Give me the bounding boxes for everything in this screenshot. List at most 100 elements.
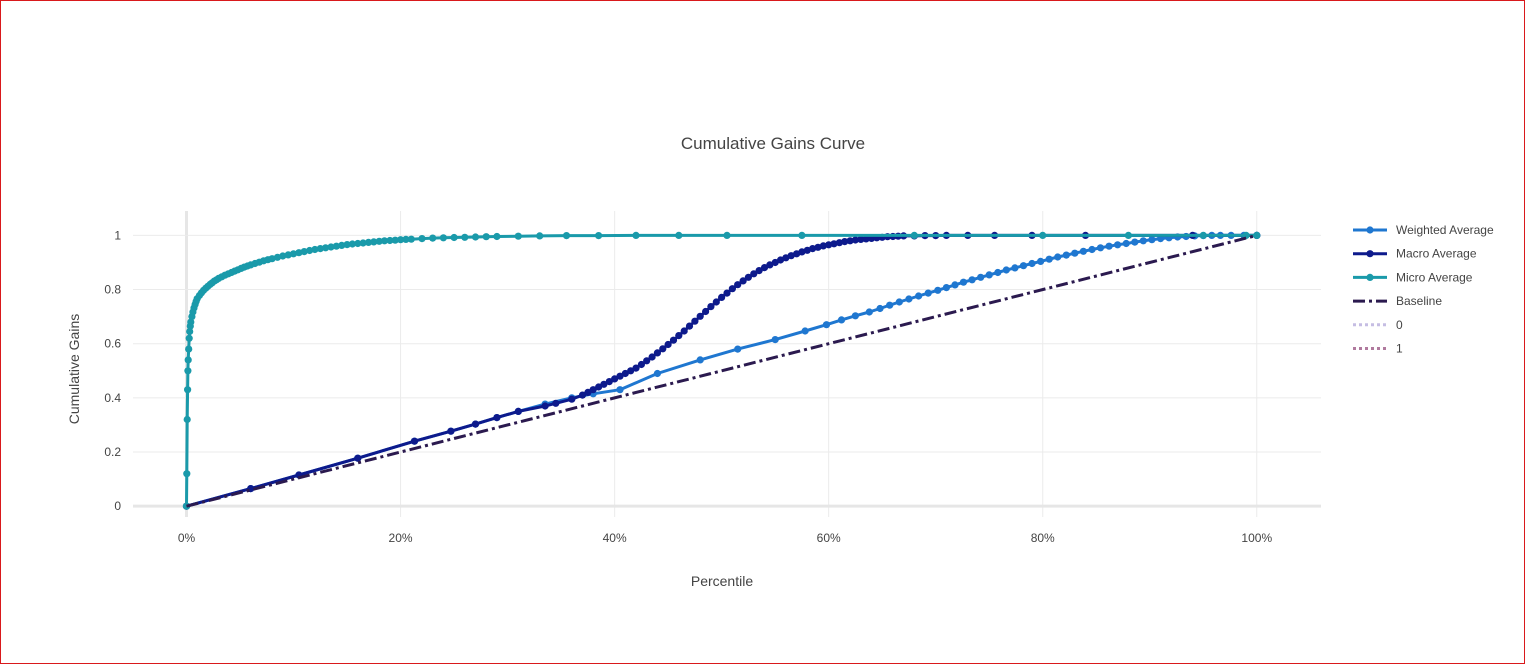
series-point-micro-average xyxy=(391,236,399,244)
series-point-weighted-average xyxy=(876,304,884,313)
series-point-weighted-average xyxy=(951,281,959,289)
series-point-micro-average xyxy=(184,367,192,375)
series-point-macro-average xyxy=(643,357,651,365)
legend-item-weighted-average[interactable]: Weighted Average xyxy=(1353,223,1494,237)
series-point-micro-average xyxy=(354,239,362,248)
legend-label: Micro Average xyxy=(1396,270,1473,284)
series-point-micro-average xyxy=(429,234,437,242)
series-point-macro-average xyxy=(664,340,672,349)
series-point-micro-average xyxy=(184,386,192,394)
legend-label: Baseline xyxy=(1396,294,1442,308)
series-point-micro-average xyxy=(300,248,308,256)
series-point-micro-average xyxy=(322,244,330,252)
series-point-macro-average xyxy=(552,399,560,407)
series-point-macro-average xyxy=(611,375,619,383)
series-point-macro-average xyxy=(685,322,694,330)
series-point-micro-average xyxy=(1124,231,1132,239)
series-point-weighted-average xyxy=(915,292,923,300)
series-point-micro-average xyxy=(364,238,373,246)
legend-label: 0 xyxy=(1396,318,1403,332)
series-point-weighted-average xyxy=(1045,255,1053,263)
series-point-micro-average xyxy=(289,250,298,258)
series-point-weighted-average xyxy=(934,286,942,294)
series-point-macro-average xyxy=(744,273,753,281)
series-point-macro-average xyxy=(659,345,667,353)
series-point-micro-average xyxy=(632,231,640,239)
series-point-macro-average xyxy=(734,281,742,289)
series-point-weighted-average xyxy=(1122,239,1130,248)
series-point-weighted-average xyxy=(1071,249,1079,257)
series-point-weighted-average xyxy=(653,369,662,378)
series-point-macro-average xyxy=(616,372,624,380)
series-point-macro-average xyxy=(627,367,635,375)
series-point-weighted-average xyxy=(696,356,704,364)
series-point-micro-average xyxy=(562,232,571,240)
series-point-micro-average xyxy=(186,327,194,336)
series-point-micro-average xyxy=(471,233,480,241)
series-point-weighted-average xyxy=(1002,266,1010,274)
series-point-micro-average xyxy=(1199,231,1207,239)
x-tick-label: 60% xyxy=(817,531,841,545)
legend-item-0[interactable]: 0 xyxy=(1353,318,1403,332)
y-tick-label: 0.2 xyxy=(104,445,121,459)
series-point-macro-average xyxy=(830,240,838,248)
series-point-micro-average xyxy=(482,233,490,241)
series-point-weighted-average xyxy=(1019,262,1028,270)
chart-title: Cumulative Gains Curve xyxy=(681,134,865,153)
series-point-macro-average xyxy=(354,454,362,462)
series-line-baseline xyxy=(186,233,1258,508)
legend-item-macro-average[interactable]: Macro Average xyxy=(1353,247,1477,261)
series-point-macro-average xyxy=(471,420,480,428)
series-point-micro-average xyxy=(316,245,324,253)
series-point-macro-average xyxy=(707,303,715,311)
legend-label: Macro Average xyxy=(1396,247,1477,261)
grid-layer xyxy=(133,211,1321,517)
series-point-micro-average xyxy=(910,231,918,239)
series-point-macro-average xyxy=(637,360,646,369)
series-point-micro-average xyxy=(397,236,405,244)
series-point-macro-average xyxy=(696,312,704,320)
series-point-weighted-average xyxy=(837,316,846,324)
series-point-micro-average xyxy=(268,255,276,263)
series-point-micro-average xyxy=(380,237,389,245)
legend-item-micro-average[interactable]: Micro Average xyxy=(1353,270,1473,284)
series-point-macro-average xyxy=(600,380,608,388)
series-point-macro-average xyxy=(605,378,613,386)
series-point-weighted-average xyxy=(734,345,742,353)
series-point-macro-average xyxy=(541,402,549,410)
series-point-weighted-average xyxy=(851,312,860,320)
series-point-micro-average xyxy=(493,232,501,241)
series-point-micro-average xyxy=(595,232,603,240)
legend-swatch-marker xyxy=(1366,226,1374,234)
series-point-micro-average xyxy=(343,241,351,249)
series-point-micro-average xyxy=(185,334,193,342)
series-point-macro-average xyxy=(718,293,726,301)
series-point-macro-average xyxy=(755,267,763,275)
series-point-micro-average xyxy=(1039,231,1047,239)
series-point-macro-average xyxy=(447,427,455,435)
series-point-micro-average xyxy=(386,236,394,245)
legend-item-baseline[interactable]: Baseline xyxy=(1353,294,1442,308)
series-point-micro-average xyxy=(327,243,335,251)
series-point-weighted-average xyxy=(895,298,903,306)
series-point-macro-average xyxy=(578,391,587,399)
series-point-weighted-average xyxy=(801,327,809,335)
series-point-weighted-average xyxy=(822,321,831,329)
series-point-macro-average xyxy=(739,277,747,285)
y-tick-label: 0.8 xyxy=(104,283,121,297)
series-point-micro-average xyxy=(439,234,447,242)
series-point-micro-average xyxy=(375,237,383,245)
series-point-micro-average xyxy=(185,345,193,353)
series-point-weighted-average xyxy=(1079,247,1087,255)
series-point-micro-average xyxy=(402,235,410,243)
series-point-weighted-average xyxy=(616,386,624,394)
series-point-weighted-average xyxy=(924,289,932,297)
series-point-weighted-average xyxy=(959,278,968,286)
series-point-weighted-average xyxy=(1062,251,1070,259)
series-point-macro-average xyxy=(702,307,710,316)
series-point-macro-average xyxy=(787,252,795,260)
legend-item-1[interactable]: 1 xyxy=(1353,342,1403,356)
series-point-micro-average xyxy=(514,232,522,240)
